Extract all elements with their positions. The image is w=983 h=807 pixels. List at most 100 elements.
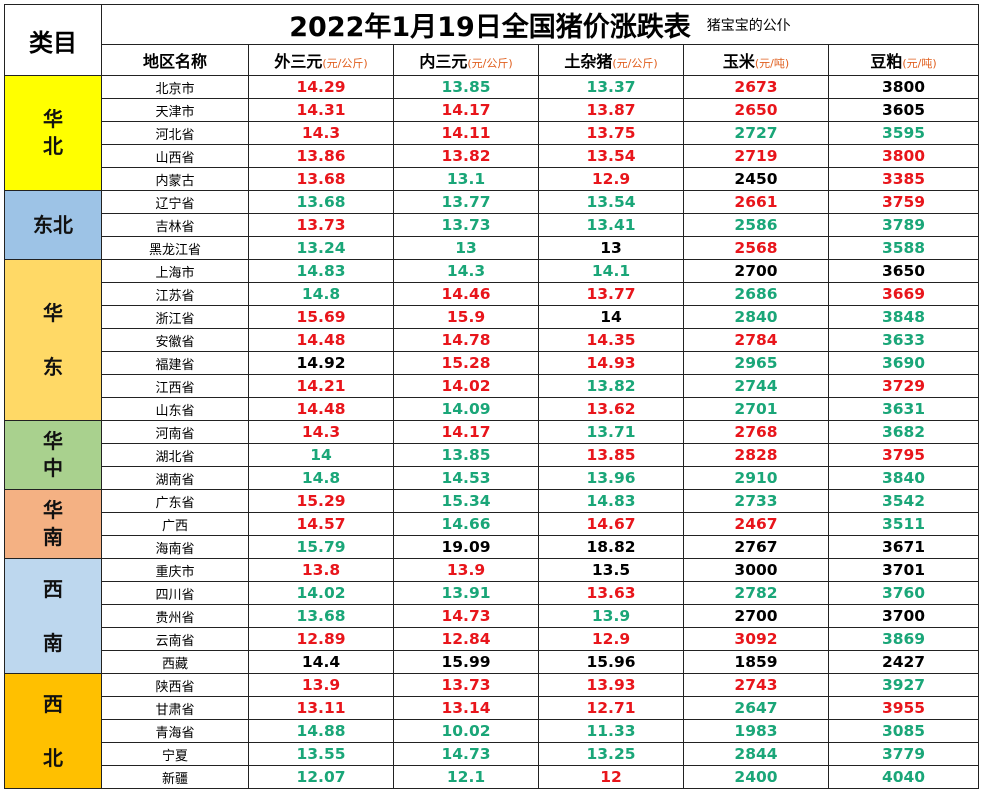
price-value: 14.02 — [248, 581, 394, 605]
price-value: 11.33 — [538, 719, 684, 743]
price-value: 2782 — [683, 581, 829, 605]
province-name: 吉林省 — [101, 213, 249, 237]
price-value: 15.28 — [393, 351, 539, 375]
column-label: 豆粕 — [870, 52, 903, 71]
price-value: 13.85 — [393, 75, 539, 99]
price-value: 2586 — [683, 213, 829, 237]
table-row: 东北 辽宁省 13.68 13.77 13.54 2661 3759 — [4, 190, 980, 260]
price-value: 13.93 — [538, 673, 684, 697]
price-value: 14.53 — [393, 466, 539, 490]
price-value: 13 — [538, 236, 684, 260]
region-label: 东北 — [4, 190, 102, 260]
price-value: 2650 — [683, 98, 829, 122]
price-value: 2828 — [683, 443, 829, 467]
price-value: 13.68 — [248, 167, 394, 191]
price-value: 13.63 — [538, 581, 684, 605]
price-value: 13.75 — [538, 121, 684, 145]
price-value: 14.88 — [248, 719, 394, 743]
price-value: 3588 — [827, 236, 980, 260]
price-value: 3511 — [827, 512, 980, 536]
price-value: 14.67 — [538, 512, 684, 536]
price-value: 3869 — [827, 627, 980, 651]
price-table: 类目 2022年1月19日全国猪价涨跌表 猪宝宝的公仆 地区名称 外三元(元/公斤)… — [4, 4, 980, 789]
province-name: 江苏省 — [101, 282, 249, 306]
corn-header: 玉米(元/吨) — [683, 44, 829, 76]
region-label: 西 北 — [4, 673, 102, 789]
price-value: 13.85 — [538, 443, 684, 467]
price-value: 3760 — [827, 581, 980, 605]
price-value: 3690 — [827, 351, 980, 375]
column-unit: (元/公斤) — [322, 57, 368, 70]
price-value: 14 — [248, 443, 394, 467]
price-value: 2427 — [827, 650, 980, 674]
tuzazhu-header: 土杂猪(元/公斤) — [538, 44, 684, 76]
soymeal-header: 豆粕(元/吨) — [827, 44, 980, 76]
province-name: 海南省 — [101, 535, 249, 559]
table-row: 华中河南省 14.3 14.17 13.71 2768 3682 — [4, 420, 980, 490]
province-name: 安徽省 — [101, 328, 249, 352]
table-row: 江西省 14.21 14.02 13.82 2744 3729 — [5, 374, 980, 398]
price-value: 13 — [393, 236, 539, 260]
price-value: 2965 — [683, 351, 829, 375]
price-value: 10.02 — [393, 719, 539, 743]
price-value: 19.09 — [393, 535, 539, 559]
table-row: 海南省 15.79 19.09 18.82 2767 3671 — [5, 535, 980, 559]
price-value: 3955 — [827, 696, 980, 720]
price-value: 3779 — [827, 742, 980, 766]
price-value: 14.48 — [248, 328, 394, 352]
price-value: 14.78 — [393, 328, 539, 352]
column-label: 外三元 — [274, 52, 323, 71]
table-row: 华北北京市 14.29 13.85 13.37 2673 3800 — [4, 75, 980, 191]
price-value: 2768 — [683, 420, 829, 444]
table-row: 河北省 14.3 14.11 13.75 2727 3595 — [5, 121, 980, 145]
price-value: 14.29 — [248, 75, 394, 99]
province-name: 云南省 — [101, 627, 249, 651]
table-row: 黑龙江省 13.24 13 13 2568 3588 — [5, 236, 980, 260]
sheet-subtitle: 猪宝宝的公仆 — [706, 17, 791, 34]
province-name: 宁夏 — [101, 742, 249, 766]
province-name: 广东省 — [101, 489, 249, 513]
price-value: 2701 — [683, 397, 829, 421]
province-name: 上海市 — [101, 259, 249, 283]
table-row: 西藏 14.4 15.99 15.96 1859 2427 — [5, 650, 980, 674]
price-value: 3682 — [827, 420, 980, 444]
table-row: 安徽省 14.48 14.78 14.35 2784 3633 — [5, 328, 980, 352]
price-value: 3669 — [827, 282, 980, 306]
price-value: 13.71 — [538, 420, 684, 444]
province-name: 甘肃省 — [101, 696, 249, 720]
table-row: 贵州省 13.68 14.73 13.9 2700 3700 — [5, 604, 980, 628]
table-row: 新疆 12.07 12.1 12 2400 4040 — [5, 765, 980, 789]
price-value: 13.82 — [538, 374, 684, 398]
price-value: 13.77 — [393, 190, 539, 214]
price-value: 15.79 — [248, 535, 394, 559]
table-row: 四川省 14.02 13.91 13.63 2782 3760 — [5, 581, 980, 605]
price-value: 15.96 — [538, 650, 684, 674]
title-cell: 2022年1月19日全国猪价涨跌表 猪宝宝的公仆 — [100, 4, 980, 45]
price-value: 13.54 — [538, 144, 684, 168]
price-value: 14.3 — [248, 420, 394, 444]
price-value: 14.17 — [393, 420, 539, 444]
price-value: 3385 — [827, 167, 980, 191]
table-row: 吉林省 13.73 13.73 13.41 2586 3789 — [5, 213, 980, 237]
price-value: 3759 — [827, 190, 980, 214]
price-value: 3092 — [683, 627, 829, 651]
price-value: 3631 — [827, 397, 980, 421]
price-value: 2844 — [683, 742, 829, 766]
price-value: 13.54 — [538, 190, 684, 214]
price-value: 13.91 — [393, 581, 539, 605]
price-value: 13.62 — [538, 397, 684, 421]
region-label: 华中 — [4, 420, 102, 490]
price-value: 13.9 — [538, 604, 684, 628]
price-value: 1859 — [683, 650, 829, 674]
province-name: 辽宁省 — [101, 190, 249, 214]
price-value: 13.14 — [393, 696, 539, 720]
price-value: 3671 — [827, 535, 980, 559]
price-value: 14.73 — [393, 604, 539, 628]
price-value: 14.17 — [393, 98, 539, 122]
province-name: 天津市 — [101, 98, 249, 122]
waisanyuan-header: 外三元(元/公斤) — [248, 44, 394, 76]
price-value: 13.68 — [248, 604, 394, 628]
region-name-header: 地区名称 — [101, 44, 249, 76]
price-value: 2400 — [683, 765, 829, 789]
price-value: 2450 — [683, 167, 829, 191]
